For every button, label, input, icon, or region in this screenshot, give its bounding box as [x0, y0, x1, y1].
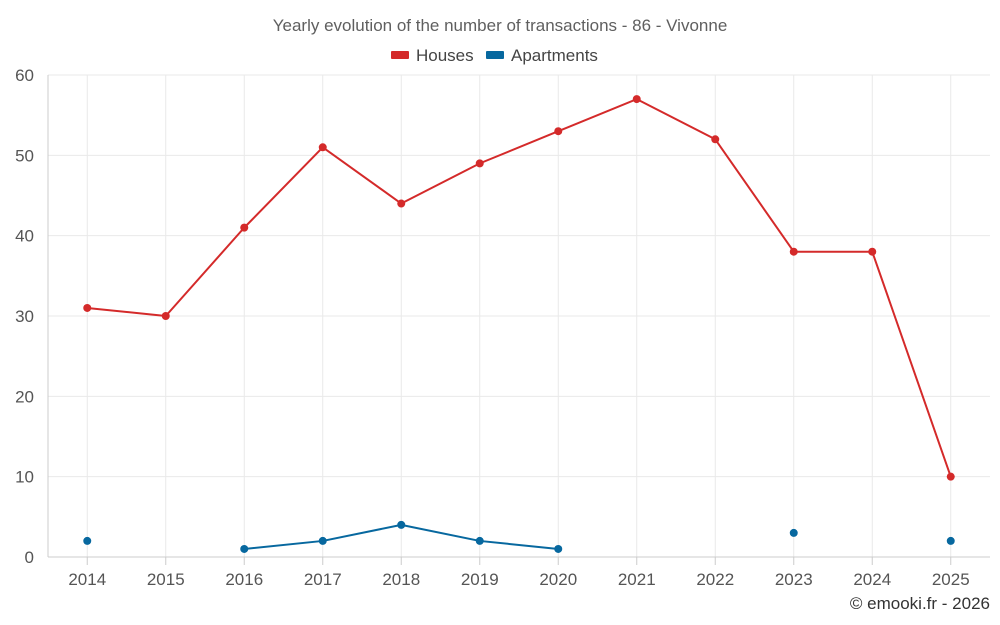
credit-text: © emooki.fr - 2026 — [850, 594, 990, 613]
x-tick-label: 2019 — [461, 570, 499, 589]
x-tick-label: 2022 — [696, 570, 734, 589]
data-point-houses[interactable] — [475, 159, 484, 168]
data-point-apartments[interactable] — [397, 520, 406, 529]
y-tick-label: 10 — [15, 468, 34, 487]
legend-swatch-apartments — [486, 51, 504, 59]
data-point-houses[interactable] — [789, 247, 798, 256]
x-tick-label: 2015 — [147, 570, 185, 589]
legend-swatch-houses — [391, 51, 409, 59]
y-axis: 0 10 20 30 40 50 60 — [15, 66, 34, 567]
x-tick-label: 2025 — [932, 570, 970, 589]
data-point-apartments[interactable] — [240, 544, 249, 553]
x-axis: 2014 2015 2016 2017 2018 2019 2020 2021 2022 2023… — [68, 557, 970, 589]
y-tick-label: 20 — [15, 387, 34, 406]
y-tick-label: 30 — [15, 307, 34, 326]
y-tick-label: 0 — [25, 548, 34, 567]
x-tick-label: 2016 — [225, 570, 263, 589]
data-point-apartments[interactable] — [475, 536, 484, 545]
x-tick-label: 2014 — [68, 570, 106, 589]
y-tick-label: 50 — [15, 146, 34, 165]
data-point-apartments[interactable] — [946, 536, 955, 545]
x-tick-label: 2020 — [539, 570, 577, 589]
data-point-houses[interactable] — [946, 472, 955, 481]
data-point-houses[interactable] — [632, 95, 641, 104]
data-point-apartments[interactable] — [554, 544, 563, 553]
data-point-houses[interactable] — [711, 135, 720, 144]
y-tick-label: 60 — [15, 66, 34, 85]
data-point-houses[interactable] — [83, 303, 92, 312]
grid — [47, 74, 990, 558]
series-line-houses — [87, 98, 952, 477]
x-tick-label: 2018 — [382, 570, 420, 589]
data-point-houses[interactable] — [161, 312, 170, 320]
x-tick-label: 2024 — [853, 570, 891, 589]
x-tick-label: 2017 — [304, 570, 342, 589]
data-point-houses[interactable] — [240, 223, 249, 232]
data-point-houses[interactable] — [554, 127, 563, 136]
data-point-apartments[interactable] — [318, 536, 327, 545]
data-point-houses[interactable] — [318, 143, 327, 152]
legend-label-houses[interactable]: Houses — [416, 46, 474, 65]
chart-title: Yearly evolution of the number of transa… — [273, 16, 728, 35]
data-point-houses[interactable] — [868, 247, 877, 256]
data-point-apartments[interactable] — [83, 536, 92, 545]
series-layer — [83, 95, 955, 553]
x-tick-label: 2023 — [775, 570, 813, 589]
legend: Houses Apartments — [391, 46, 598, 65]
legend-label-apartments[interactable]: Apartments — [511, 46, 598, 65]
data-point-apartments[interactable] — [789, 528, 798, 537]
y-tick-label: 40 — [15, 227, 34, 246]
data-point-houses[interactable] — [397, 199, 406, 208]
x-tick-label: 2021 — [618, 570, 656, 589]
